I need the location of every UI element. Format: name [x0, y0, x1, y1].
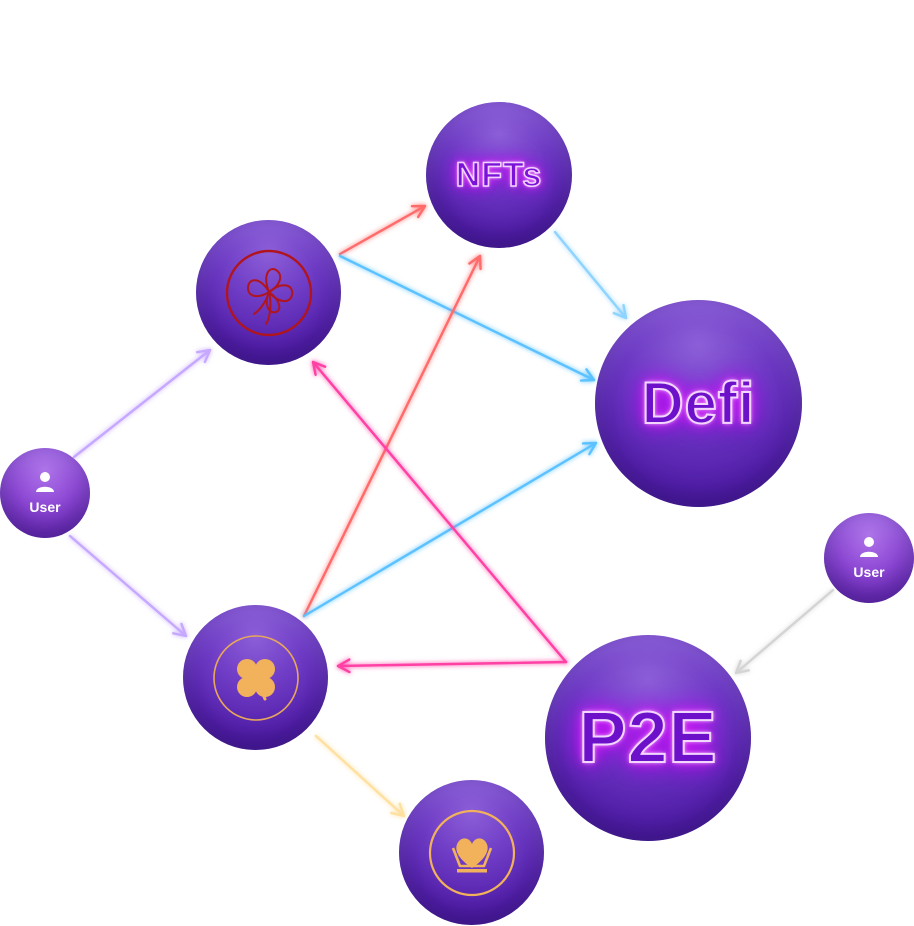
edge-line [336, 660, 568, 668]
heart-crown-icon [428, 809, 515, 896]
arrowhead [612, 304, 628, 320]
p2e-label: P2E [577, 698, 718, 778]
edge-user-left-to-clover-gold [68, 534, 188, 638]
arrowhead [195, 348, 212, 364]
person-icon [860, 537, 878, 557]
edge-p2e-to-clover-red [311, 360, 568, 664]
node-p2e: P2E [545, 635, 751, 841]
edge-clover-gold-to-nfts [302, 254, 482, 618]
arrowhead [172, 622, 188, 638]
node-heart-crown [399, 780, 544, 925]
node-user-left[interactable]: User [0, 448, 90, 538]
edge-clover-red-to-defi [338, 254, 596, 382]
user-label: User [853, 564, 885, 580]
arrowhead [336, 658, 351, 674]
edge-line [314, 734, 406, 818]
edge-line [311, 360, 568, 664]
edge-line [302, 254, 482, 618]
nfts-label: NFTs [455, 156, 543, 194]
edge-line [302, 441, 598, 618]
edge-user-left-to-clover-red [72, 348, 212, 459]
arrowhead [581, 441, 598, 456]
edge-line [72, 348, 212, 459]
user-label: User [29, 499, 61, 515]
arrowhead [734, 659, 750, 675]
clover-outline-icon [225, 249, 312, 336]
edge-line [553, 230, 628, 320]
person-icon [36, 472, 54, 492]
edge-clover-gold-to-defi [302, 441, 598, 618]
edge-line [338, 204, 427, 256]
arrowhead [311, 360, 327, 376]
node-user-right[interactable]: User [824, 513, 914, 603]
clover-gold-icon [212, 634, 299, 721]
edge-line [734, 588, 835, 675]
edge-p2e-to-clover-gold [336, 658, 568, 674]
node-clover-gold [183, 605, 328, 750]
edge-user-right-to-p2e [734, 588, 835, 675]
arrowhead [390, 802, 406, 818]
edge-line [68, 534, 188, 638]
node-defi: Defi [595, 300, 802, 507]
arrowhead [410, 204, 427, 219]
defi-label: Defi [641, 370, 756, 436]
node-nfts: NFTs [426, 102, 572, 248]
arrowhead [468, 254, 482, 271]
node-clover-red [196, 220, 341, 365]
edge-line [338, 254, 596, 382]
edge-nfts-to-defi [553, 230, 628, 320]
arrowhead [579, 368, 596, 382]
edge-clover-red-to-nfts [338, 204, 427, 256]
edge-clover-gold-to-crown-heart [314, 734, 406, 818]
